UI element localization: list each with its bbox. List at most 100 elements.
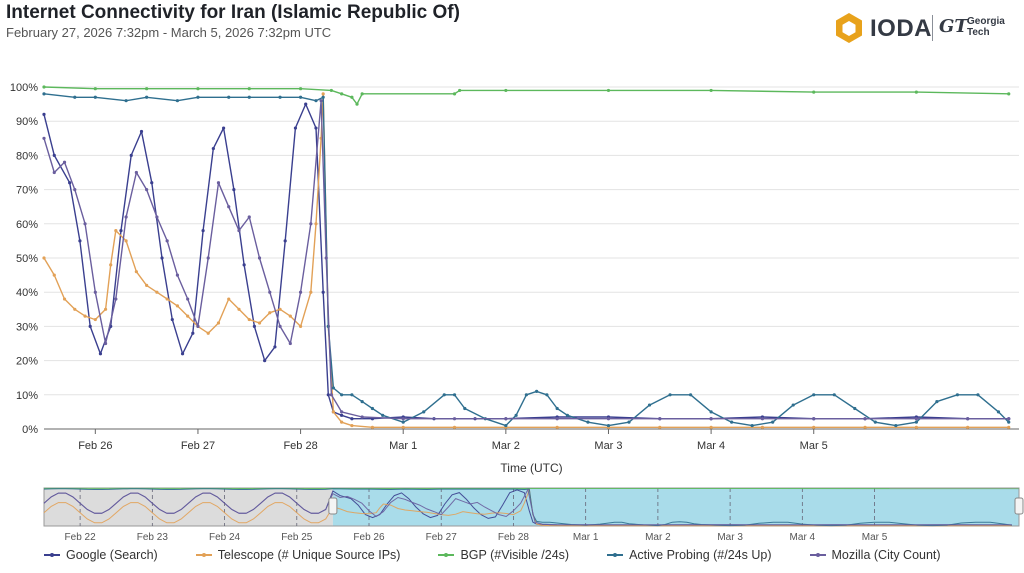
data-point-telescope: [52, 273, 56, 277]
data-point-mozilla: [196, 324, 200, 328]
data-point-google: [119, 229, 123, 233]
data-point-active: [996, 410, 1001, 414]
data-point-mozilla: [186, 297, 190, 301]
data-point-active: [709, 410, 713, 414]
data-point-google: [314, 126, 318, 130]
data-point-telescope: [812, 425, 816, 429]
data-point-google: [350, 417, 354, 421]
data-point-active: [1007, 420, 1011, 424]
series-line-telescope[interactable]: [43, 93, 1009, 428]
data-point-bgp: [360, 92, 364, 96]
data-point-active: [422, 410, 426, 414]
brand-logos[interactable]: IODA GT Georgia Tech: [832, 10, 1012, 46]
data-point-bgp: [93, 87, 97, 91]
series-line-active[interactable]: [43, 93, 1010, 427]
data-point-active: [791, 403, 795, 407]
navigator-tick-label: Mar 1: [573, 532, 599, 543]
data-point-bgp: [458, 88, 462, 93]
data-point-mozilla: [103, 341, 108, 346]
data-point-mozilla: [42, 136, 46, 140]
series-line-google[interactable]: [43, 103, 1009, 420]
data-point-google: [321, 290, 325, 294]
ioda-logo-icon: [836, 13, 862, 43]
data-point-telescope: [863, 425, 867, 429]
data-point-telescope: [314, 222, 318, 226]
data-point-google: [42, 112, 46, 116]
data-point-bgp: [606, 88, 611, 93]
y-tick-label: 50%: [16, 253, 38, 265]
y-tick-label: 10%: [16, 390, 38, 402]
legend-item-telescope[interactable]: Telescope (# Unique Source IPs): [195, 548, 401, 562]
data-point-telescope: [124, 239, 128, 243]
data-point-active: [360, 400, 364, 404]
data-point-telescope: [237, 307, 241, 311]
data-point-mozilla: [247, 215, 251, 219]
navigator-selected-range[interactable]: [332, 488, 1019, 526]
data-point-google: [222, 126, 226, 130]
range-handle-right[interactable]: [1014, 497, 1024, 515]
data-point-google: [232, 188, 236, 192]
data-point-active: [935, 400, 939, 404]
x-tick-label: Feb 27: [181, 440, 215, 452]
data-point-google: [242, 263, 246, 267]
navigator-tick-label: Feb 25: [281, 532, 313, 543]
data-point-active: [73, 95, 77, 99]
data-point-active: [586, 420, 590, 424]
legend-swatch-active-probing: [607, 552, 624, 557]
legend-label: Telescope (# Unique Source IPs): [217, 548, 401, 562]
series-line-mozilla[interactable]: [43, 100, 1009, 420]
data-point-bgp: [298, 87, 303, 91]
data-point-google: [201, 229, 205, 233]
georgia-tech-line1: Georgia: [967, 16, 1005, 27]
data-point-mozilla: [124, 215, 128, 219]
data-point-active: [247, 95, 251, 99]
data-point-bgp: [42, 85, 46, 89]
y-tick-label: 90%: [16, 116, 38, 128]
data-point-active: [331, 386, 336, 390]
data-point-active: [730, 420, 734, 424]
data-point-active: [175, 99, 180, 103]
data-point-bgp: [709, 88, 713, 93]
legend-item-bgp[interactable]: BGP (#Visible /24s): [438, 548, 569, 562]
data-point-mozilla: [165, 239, 169, 243]
data-point-active: [93, 95, 97, 99]
data-point-telescope: [175, 304, 180, 308]
data-point-google: [252, 324, 256, 328]
georgia-tech-line2: Tech: [967, 27, 990, 38]
legend-item-google[interactable]: Google (Search): [44, 548, 158, 562]
navigator-tick-label: Mar 2: [645, 532, 671, 543]
data-point-bgp: [1007, 92, 1011, 96]
data-point-google: [273, 345, 277, 349]
data-point-active: [350, 393, 354, 397]
main-chart[interactable]: 0% 10% 20% 30% 40% 50% 60% 70% 80% 90% 100% Feb 26 F…: [0, 75, 1024, 480]
data-point-telescope: [216, 321, 221, 325]
data-point-mozilla: [760, 417, 765, 421]
data-point-mozilla: [216, 181, 221, 185]
legend-item-active-probing[interactable]: Active Probing (#/24s Up): [607, 548, 772, 562]
data-point-active: [955, 393, 960, 397]
data-point-bgp: [247, 87, 251, 91]
x-tick-label: Mar 1: [389, 440, 417, 452]
series-line-bgp[interactable]: [43, 86, 1009, 105]
data-point-mozilla: [93, 290, 97, 294]
georgia-tech-logo-icon: GT: [939, 16, 968, 37]
data-point-mozilla: [175, 273, 180, 277]
data-point-telescope: [401, 425, 405, 429]
legend-item-mozilla[interactable]: Mozilla (City Count): [809, 548, 941, 562]
data-point-telescope: [114, 229, 118, 233]
data-point-mozilla: [268, 290, 272, 294]
range-handle-left[interactable]: [328, 497, 338, 515]
data-point-active: [196, 95, 200, 99]
data-point-telescope: [452, 425, 457, 429]
x-tick-label: Mar 2: [492, 440, 520, 452]
data-point-mozilla: [606, 417, 611, 421]
navigator-tick-label: Mar 4: [790, 532, 816, 543]
data-point-active: [750, 423, 754, 428]
data-point-telescope: [658, 425, 662, 429]
data-point-active: [504, 423, 508, 428]
y-tick-label: 80%: [16, 150, 38, 162]
data-point-mozilla: [914, 417, 918, 421]
data-point-bgp: [329, 88, 333, 93]
data-point-telescope: [257, 321, 262, 325]
range-navigator[interactable]: Feb 22 Feb 23 Feb 24 Feb 25 Feb 26 Feb 27 Feb …: [0, 484, 1024, 544]
